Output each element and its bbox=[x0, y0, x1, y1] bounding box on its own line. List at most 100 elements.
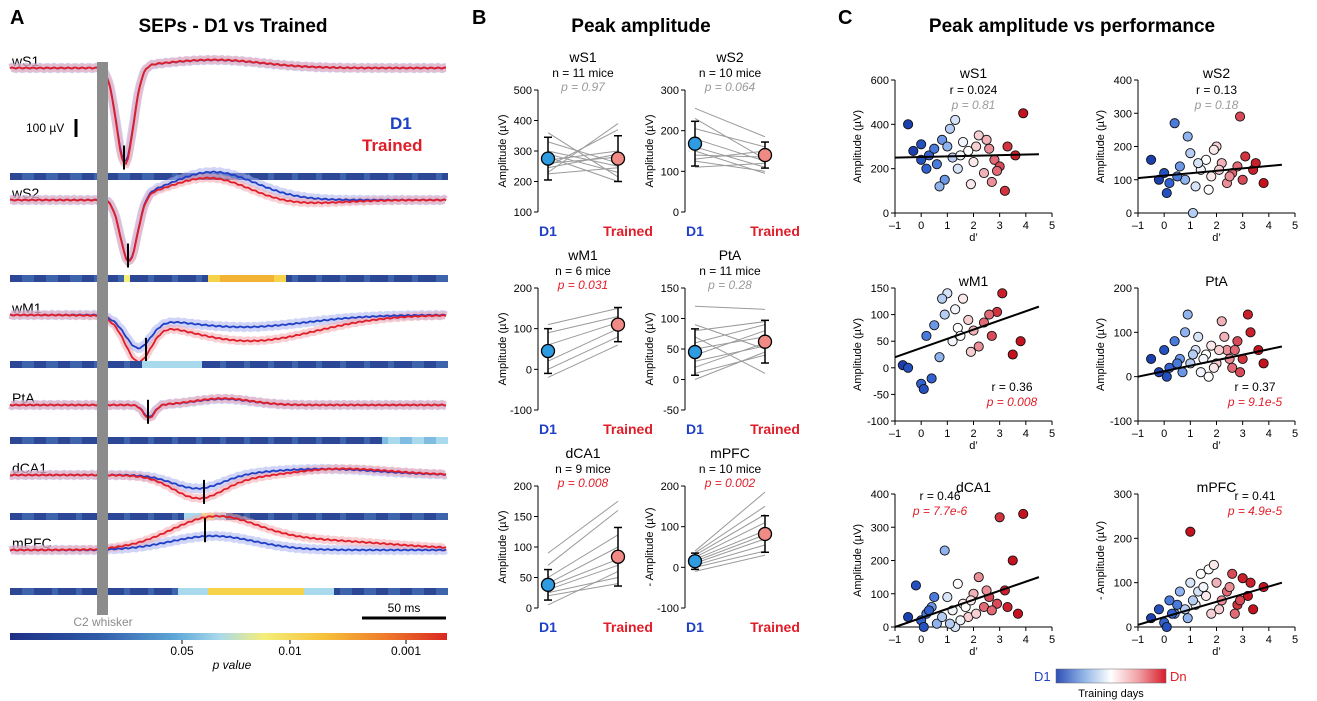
pvalue-cell bbox=[142, 513, 148, 520]
x-tick-label: 4 bbox=[1266, 428, 1272, 440]
pvalue-cell bbox=[250, 275, 256, 282]
b-chart-p: p = 0.064 bbox=[704, 80, 756, 94]
session-point bbox=[957, 293, 969, 304]
pvalue-cell bbox=[304, 361, 310, 368]
pvalue-cell bbox=[28, 437, 34, 444]
pvalue-cell bbox=[268, 437, 274, 444]
pvalue-cell bbox=[298, 513, 304, 520]
b-chart-n: n = 9 mice bbox=[555, 462, 611, 476]
pvalue-cell bbox=[256, 275, 262, 282]
pvalue-cell bbox=[214, 588, 220, 595]
b-chart-p: p = 0.28 bbox=[707, 278, 752, 292]
pvalue-cell bbox=[298, 437, 304, 444]
pvalue-cell bbox=[256, 361, 262, 368]
pvalue-cell bbox=[136, 513, 142, 520]
y-tick-label: 300 bbox=[1114, 489, 1132, 501]
pvalue-cell bbox=[28, 513, 34, 520]
trained-trace bbox=[9, 467, 447, 500]
y-tick-label: 0 bbox=[883, 363, 889, 375]
y-tick-label: 100 bbox=[1114, 327, 1132, 339]
y-axis-label: - Amplitude (µV) bbox=[1095, 521, 1107, 600]
pvalue-cell bbox=[340, 173, 346, 180]
pvalue-cell bbox=[160, 588, 166, 595]
trained-trace bbox=[9, 396, 447, 419]
pvalue-cell bbox=[196, 588, 202, 595]
pvalue-cell bbox=[394, 275, 400, 282]
y-tick-label: 0 bbox=[526, 603, 532, 615]
paired-line bbox=[694, 554, 766, 572]
pvalue-cell bbox=[22, 588, 28, 595]
session-point bbox=[937, 134, 948, 145]
training-cbar-caption: Training days bbox=[1078, 688, 1144, 700]
session-point bbox=[963, 314, 974, 325]
pvalue-cell bbox=[154, 513, 160, 520]
pvalue-cell bbox=[262, 173, 268, 180]
c-chart-r: r = 0.41 bbox=[1234, 489, 1275, 503]
session-point bbox=[1187, 207, 1198, 219]
paired-line bbox=[547, 156, 619, 164]
regression-line bbox=[894, 153, 1039, 159]
pvalue-cell bbox=[292, 437, 298, 444]
pvalue-cell bbox=[160, 437, 166, 444]
pvalue-cell bbox=[418, 588, 424, 595]
paired-line bbox=[547, 564, 619, 591]
session-point bbox=[1214, 604, 1225, 615]
pvalue-cell bbox=[436, 173, 442, 180]
pvalue-cell bbox=[124, 173, 130, 180]
y-tick-label: 200 bbox=[871, 556, 889, 568]
paired-line bbox=[547, 150, 619, 167]
session-point bbox=[942, 592, 953, 603]
pvalue-cell bbox=[178, 437, 184, 444]
pvalue-cell bbox=[286, 437, 292, 444]
session-point bbox=[1146, 154, 1157, 165]
pvalue-cell bbox=[64, 275, 70, 282]
y-axis-label: Amplitude (µV) bbox=[1095, 318, 1107, 391]
pvalue-cell bbox=[406, 588, 412, 595]
x-cat-trained: Trained bbox=[603, 223, 653, 239]
pvalue-cell bbox=[130, 275, 136, 282]
pvalue-cell bbox=[280, 275, 286, 282]
session-point bbox=[918, 384, 929, 395]
pvalue-cell bbox=[400, 173, 406, 180]
pvalue-cell bbox=[190, 437, 196, 444]
pvalue-cell bbox=[370, 588, 376, 595]
b-chart-p: p = 0.031 bbox=[557, 278, 608, 292]
pvalue-cell bbox=[154, 275, 160, 282]
pvalue-cell bbox=[322, 173, 328, 180]
pvalue-cell bbox=[154, 437, 160, 444]
paired-line bbox=[547, 150, 619, 161]
pvalue-cell bbox=[22, 437, 28, 444]
pvalue-cell bbox=[274, 437, 280, 444]
session-point bbox=[1232, 336, 1243, 347]
session-point bbox=[1187, 595, 1198, 606]
pvalue-cell bbox=[52, 361, 58, 368]
trained-trace bbox=[9, 176, 447, 263]
pvalue-cell bbox=[220, 437, 226, 444]
training-cbar-left-label: D1 bbox=[1034, 669, 1051, 684]
session-point bbox=[1227, 568, 1238, 579]
session-point bbox=[978, 168, 990, 179]
session-point bbox=[1206, 340, 1217, 351]
c-chart-p: p = 0.18 bbox=[1194, 98, 1239, 112]
session-point bbox=[1169, 336, 1180, 347]
session-point bbox=[1193, 158, 1204, 169]
pvalue-cell bbox=[286, 361, 292, 368]
pvalue-cell bbox=[406, 275, 412, 282]
pvalue-cell bbox=[298, 173, 304, 180]
session-point bbox=[1185, 148, 1196, 159]
b-chart-n: n = 11 mice bbox=[552, 66, 614, 80]
pvalue-cell bbox=[322, 588, 328, 595]
pvalue-cell bbox=[130, 513, 136, 520]
y-axis-label: Amplitude (µV) bbox=[644, 313, 656, 386]
pvalue-cell bbox=[34, 437, 40, 444]
pvalue-cell bbox=[118, 513, 124, 520]
session-point bbox=[992, 165, 1003, 176]
pvalue-cell bbox=[64, 361, 70, 368]
pvalue-cell bbox=[70, 588, 76, 595]
mean-marker bbox=[757, 526, 773, 542]
pvalue-cell bbox=[190, 588, 196, 595]
pvalue-cell bbox=[334, 361, 340, 368]
